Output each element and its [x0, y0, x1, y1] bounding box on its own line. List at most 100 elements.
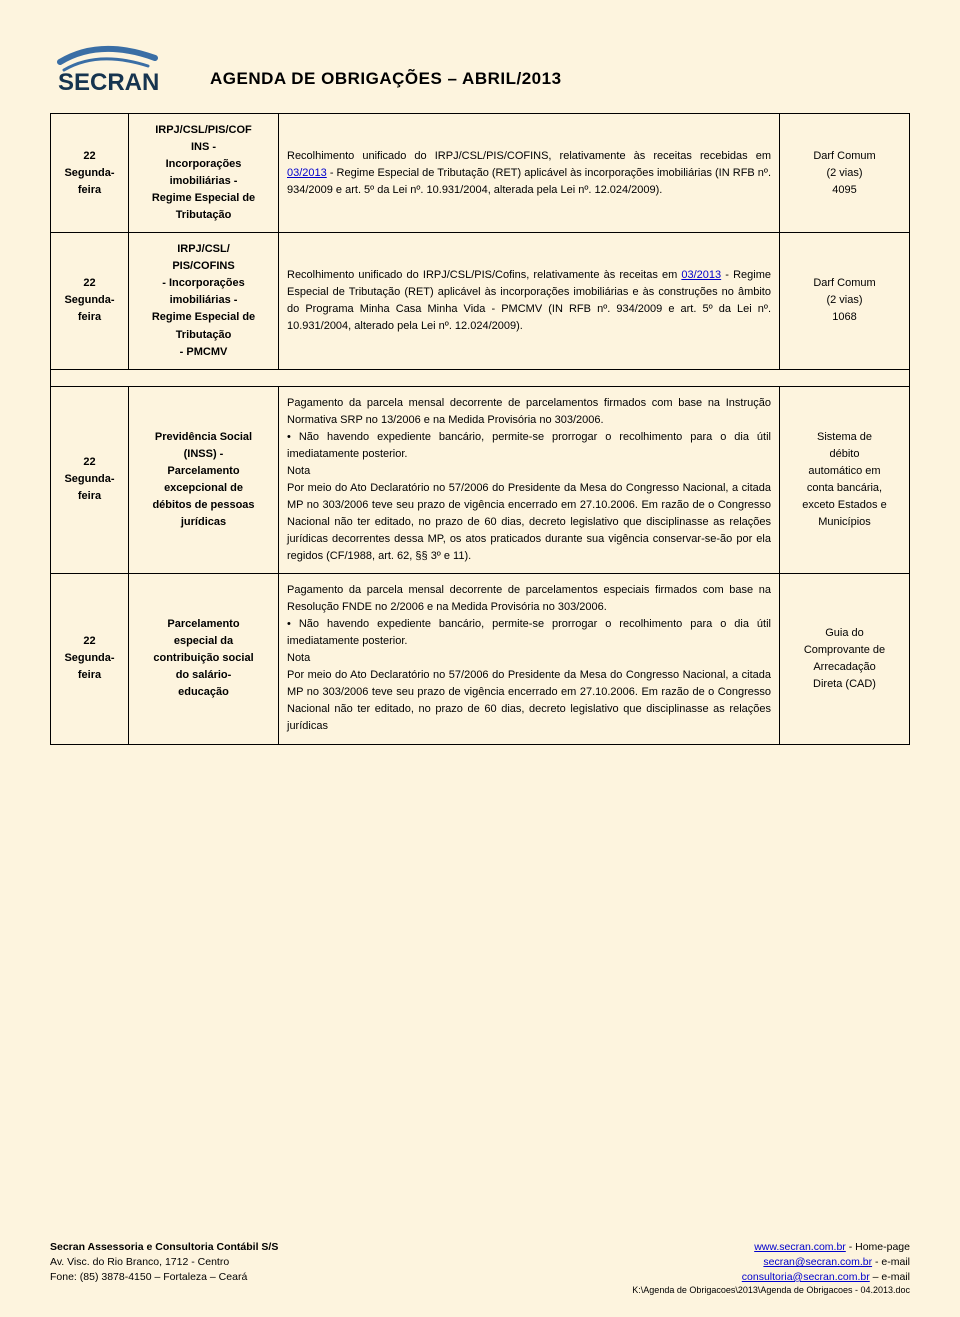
footer-link[interactable]: www.secran.com.br — [754, 1241, 846, 1253]
footer-link[interactable]: consultoria@secran.com.br — [742, 1271, 870, 1283]
form-line: Direta (CAD) — [788, 676, 901, 693]
subject-line: INS - — [137, 139, 270, 156]
desc-text: - Regime Especial de Tributação (RET) ap… — [287, 167, 771, 196]
date-cell: 22Segunda-feira — [51, 233, 129, 369]
footer-left: Secran Assessoria e Consultoria Contábil… — [50, 1240, 278, 1297]
footer-left-line: Fone: (85) 3878-4150 – Fortaleza – Ceará — [50, 1270, 278, 1285]
page-footer: Secran Assessoria e Consultoria Contábil… — [50, 1240, 910, 1297]
footer-right-line: secran@secran.com.br - e-mail — [632, 1255, 910, 1270]
obligations-table: 22Segunda-feiraIRPJ/CSL/PIS/COFINS -Inco… — [50, 113, 910, 745]
date-cell: 22Segunda-feira — [51, 574, 129, 744]
subject-line: PIS/COFINS — [137, 258, 270, 275]
table-row: 22Segunda-feiraIRPJ/CSL/PIS/COFINS- Inco… — [51, 233, 910, 369]
subject-cell: IRPJ/CSL/PIS/COFINS- Incorporaçõesimobil… — [129, 233, 279, 369]
subject-line: excepcional de — [137, 480, 270, 497]
subject-line: Tributação — [137, 327, 270, 344]
form-line: Sistema de — [788, 429, 901, 446]
form-line: automático em — [788, 463, 901, 480]
subject-line: Regime Especial de — [137, 190, 270, 207]
form-line: débito — [788, 446, 901, 463]
footer-right: www.secran.com.br - Home-pagesecran@secr… — [632, 1240, 910, 1297]
nota-text: Por meio do Ato Declaratório no 57/2006 … — [287, 480, 771, 565]
form-cell: Sistema dedébitoautomático emconta bancá… — [780, 386, 910, 573]
footer-link[interactable]: secran@secran.com.br — [763, 1256, 872, 1268]
form-line: Guia do — [788, 625, 901, 642]
footer-left-line: Av. Visc. do Rio Branco, 1712 - Centro — [50, 1255, 278, 1270]
subject-line: Tributação — [137, 207, 270, 224]
page-title: AGENDA DE OBRIGAÇÕES – ABRIL/2013 — [210, 69, 562, 95]
description-cell: Pagamento da parcela mensal decorrente d… — [279, 386, 780, 573]
form-line: 1068 — [788, 309, 901, 326]
form-line: (2 vias) — [788, 292, 901, 309]
nota-label: Nota — [287, 463, 771, 480]
company-logo: SECRAN — [50, 40, 180, 95]
desc-paragraph: Pagamento da parcela mensal decorrente d… — [287, 582, 771, 616]
document-page: SECRAN AGENDA DE OBRIGAÇÕES – ABRIL/2013… — [0, 0, 960, 1317]
subject-cell: Parcelamentoespecial dacontribuição soci… — [129, 574, 279, 744]
subject-line: jurídicas — [137, 514, 270, 531]
table-row: 22Segunda-feiraIRPJ/CSL/PIS/COFINS -Inco… — [51, 114, 910, 233]
page-header: SECRAN AGENDA DE OBRIGAÇÕES – ABRIL/2013 — [50, 40, 910, 95]
subject-line: Regime Especial de — [137, 309, 270, 326]
desc-paragraph: Pagamento da parcela mensal decorrente d… — [287, 395, 771, 429]
desc-bullet: Não havendo expediente bancário, permite… — [287, 616, 771, 650]
date-num: 22 — [59, 275, 120, 292]
subject-line: débitos de pessoas — [137, 497, 270, 514]
subject-line: - Incorporações — [137, 275, 270, 292]
subject-line: Previdência Social — [137, 429, 270, 446]
date-link[interactable]: 03/2013 — [287, 167, 327, 179]
form-line: Comprovante de — [788, 642, 901, 659]
subject-line: imobiliárias - — [137, 173, 270, 190]
subject-line: imobiliárias - — [137, 292, 270, 309]
subject-line: especial da — [137, 633, 270, 650]
subject-line: do salário- — [137, 667, 270, 684]
date-link[interactable]: 03/2013 — [681, 269, 721, 281]
subject-line: - PMCMV — [137, 344, 270, 361]
subject-line: Parcelamento — [137, 463, 270, 480]
date-cell: 22Segunda-feira — [51, 386, 129, 573]
footer-suffix: - Home-page — [846, 1241, 910, 1253]
footer-left-line: Secran Assessoria e Consultoria Contábil… — [50, 1240, 278, 1255]
form-line: Arrecadação — [788, 659, 901, 676]
date-weekday: Segunda-feira — [59, 165, 120, 199]
date-num: 22 — [59, 633, 120, 650]
subject-cell: IRPJ/CSL/PIS/COFINS -Incorporaçõesimobil… — [129, 114, 279, 233]
subject-cell: Previdência Social(INSS) -Parcelamentoex… — [129, 386, 279, 573]
desc-text: Recolhimento unificado do IRPJ/CSL/PIS/C… — [287, 269, 681, 281]
form-line: conta bancária, — [788, 480, 901, 497]
table-spacer — [51, 369, 910, 386]
desc-bullet: Não havendo expediente bancário, permite… — [287, 429, 771, 463]
subject-line: IRPJ/CSL/ — [137, 241, 270, 258]
form-line: Darf Comum — [788, 275, 901, 292]
subject-line: contribuição social — [137, 650, 270, 667]
form-cell: Darf Comum(2 vias)4095 — [780, 114, 910, 233]
form-cell: Guia doComprovante deArrecadaçãoDireta (… — [780, 574, 910, 744]
description-cell: Recolhimento unificado do IRPJ/CSL/PIS/C… — [279, 233, 780, 369]
form-line: Municípios — [788, 514, 901, 531]
form-line: 4095 — [788, 182, 901, 199]
table-row: 22Segunda-feiraParcelamentoespecial daco… — [51, 574, 910, 744]
nota-text: Por meio do Ato Declaratório no 57/2006 … — [287, 667, 771, 735]
logo-text: SECRAN — [58, 69, 159, 95]
subject-line: IRPJ/CSL/PIS/COF — [137, 122, 270, 139]
form-cell: Darf Comum(2 vias)1068 — [780, 233, 910, 369]
subject-line: (INSS) - — [137, 446, 270, 463]
form-line: (2 vias) — [788, 165, 901, 182]
subject-line: Incorporações — [137, 156, 270, 173]
footer-suffix: - e-mail — [872, 1256, 910, 1268]
nota-label: Nota — [287, 650, 771, 667]
table-row: 22Segunda-feiraPrevidência Social(INSS) … — [51, 386, 910, 573]
subject-line: Parcelamento — [137, 616, 270, 633]
date-weekday: Segunda-feira — [59, 292, 120, 326]
date-weekday: Segunda-feira — [59, 471, 120, 505]
footer-path: K:\Agenda de Obrigacoes\2013\Agenda de O… — [632, 1284, 910, 1297]
date-weekday: Segunda-feira — [59, 650, 120, 684]
form-line: exceto Estados e — [788, 497, 901, 514]
date-cell: 22Segunda-feira — [51, 114, 129, 233]
subject-line: educação — [137, 684, 270, 701]
description-cell: Recolhimento unificado do IRPJ/CSL/PIS/C… — [279, 114, 780, 233]
footer-right-line: consultoria@secran.com.br – e-mail — [632, 1270, 910, 1285]
description-cell: Pagamento da parcela mensal decorrente d… — [279, 574, 780, 744]
footer-right-line: www.secran.com.br - Home-page — [632, 1240, 910, 1255]
date-num: 22 — [59, 454, 120, 471]
